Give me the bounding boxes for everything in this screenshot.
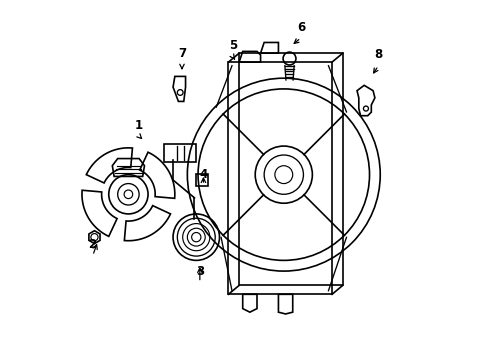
- Text: 3: 3: [195, 265, 203, 278]
- Text: 2: 2: [88, 238, 97, 251]
- Text: 7: 7: [178, 47, 185, 60]
- Text: 5: 5: [228, 39, 236, 52]
- Text: 1: 1: [135, 119, 143, 132]
- Text: 4: 4: [199, 168, 207, 181]
- Text: 6: 6: [296, 21, 305, 33]
- Text: 8: 8: [374, 48, 382, 62]
